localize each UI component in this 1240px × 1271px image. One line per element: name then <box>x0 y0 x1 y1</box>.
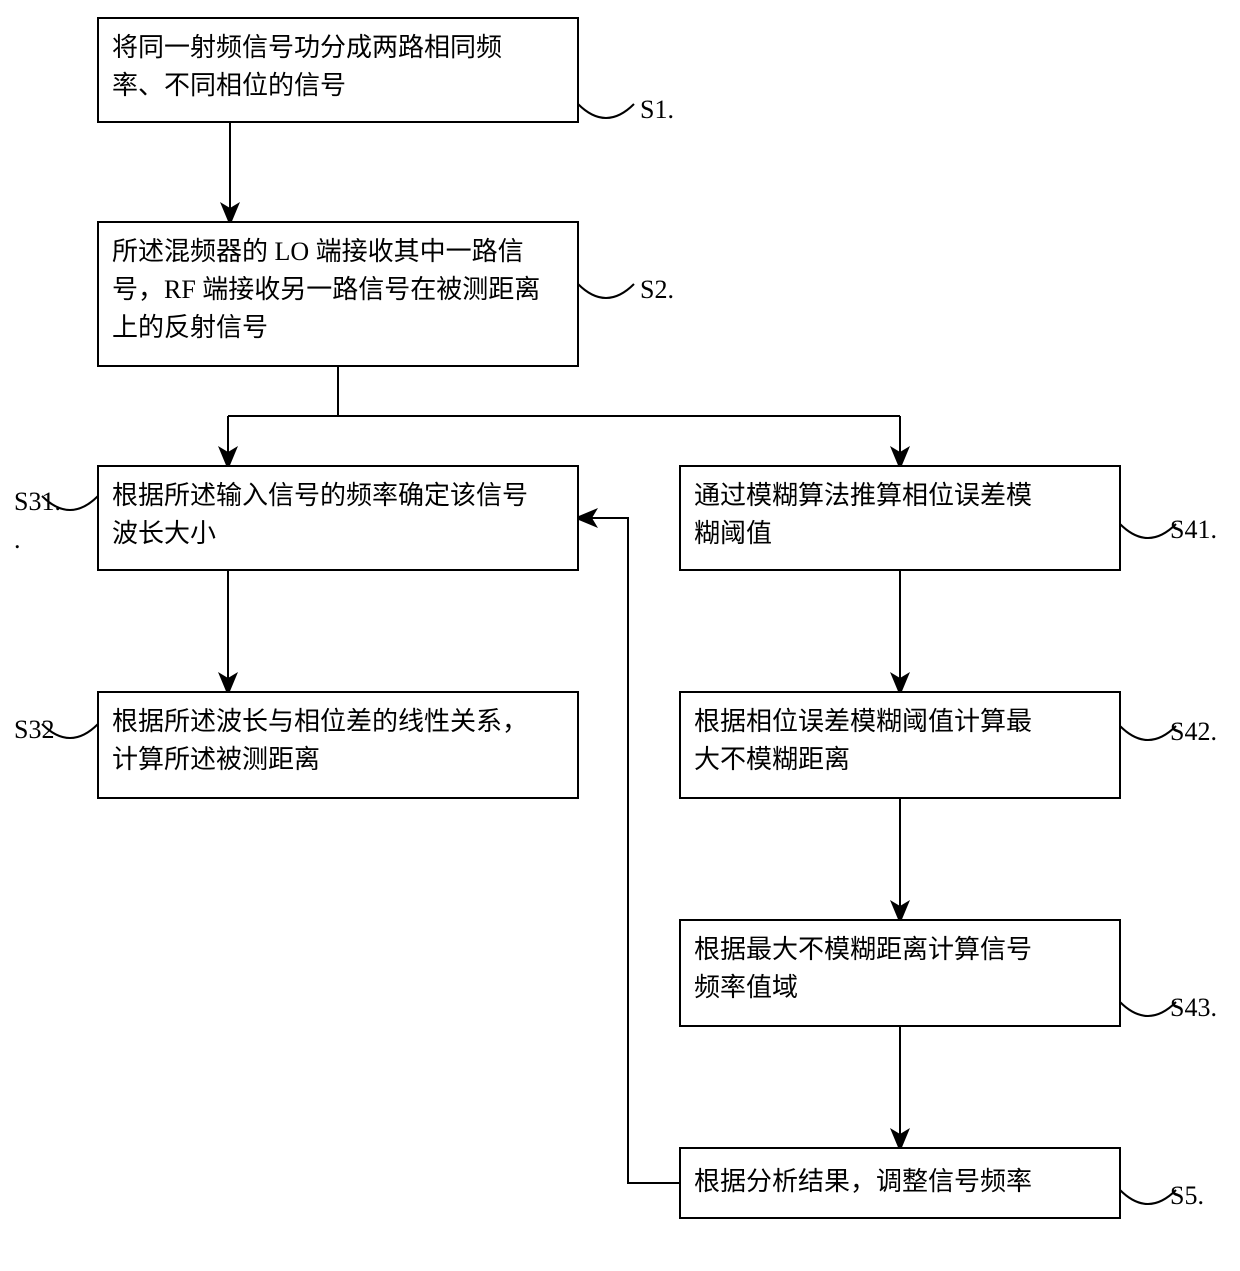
flow-box-s31: 根据所述输入信号的频率确定该信号波长大小 <box>98 466 578 570</box>
step-label-s1: S1. <box>578 95 674 124</box>
step-label-text-s32: S32 <box>14 715 54 744</box>
flow-box-s32: 根据所述波长与相位差的线性关系，计算所述被测距离 <box>98 692 578 798</box>
flow-box-s1: 将同一射频信号功分成两路相同频率、不同相位的信号 <box>98 18 578 122</box>
step-label-text-s31: S31. <box>14 487 61 516</box>
flow-box-s43: 根据最大不模糊距离计算信号频率值域 <box>680 920 1120 1026</box>
step-label-text-s2: S2. <box>640 275 674 304</box>
step-label-extra-s31: . <box>14 525 21 554</box>
step-label-s43: S43. <box>1120 993 1217 1022</box>
step-label-text-s41: S41. <box>1170 515 1217 544</box>
flow-box-text-s5: 根据分析结果，调整信号频率 <box>694 1167 1032 1196</box>
flow-box-s5: 根据分析结果，调整信号频率 <box>680 1148 1120 1218</box>
step-label-text-s43: S43. <box>1170 993 1217 1022</box>
step-label-s41: S41. <box>1120 515 1217 544</box>
step-label-s32: S32 <box>14 715 98 744</box>
step-label-text-s42: S42. <box>1170 717 1217 746</box>
step-label-s31: S31.. <box>14 487 98 554</box>
flow-box-s2: 所述混频器的 LO 端接收其中一路信号，RF 端接收另一路信号在被测距离上的反射… <box>98 222 578 366</box>
step-label-s42: S42. <box>1120 717 1217 746</box>
flow-box-s41: 通过模糊算法推算相位误差模糊阈值 <box>680 466 1120 570</box>
step-label-text-s5: S5. <box>1170 1181 1204 1210</box>
arrow-s5_s31 <box>578 518 680 1183</box>
flowchart-diagram: 将同一射频信号功分成两路相同频率、不同相位的信号所述混频器的 LO 端接收其中一… <box>0 0 1240 1271</box>
boxes: 将同一射频信号功分成两路相同频率、不同相位的信号所述混频器的 LO 端接收其中一… <box>98 18 1120 1218</box>
step-label-s2: S2. <box>578 275 674 304</box>
step-label-s5: S5. <box>1120 1181 1204 1210</box>
step-label-text-s1: S1. <box>640 95 674 124</box>
flow-box-s42: 根据相位误差模糊阈值计算最大不模糊距离 <box>680 692 1120 798</box>
